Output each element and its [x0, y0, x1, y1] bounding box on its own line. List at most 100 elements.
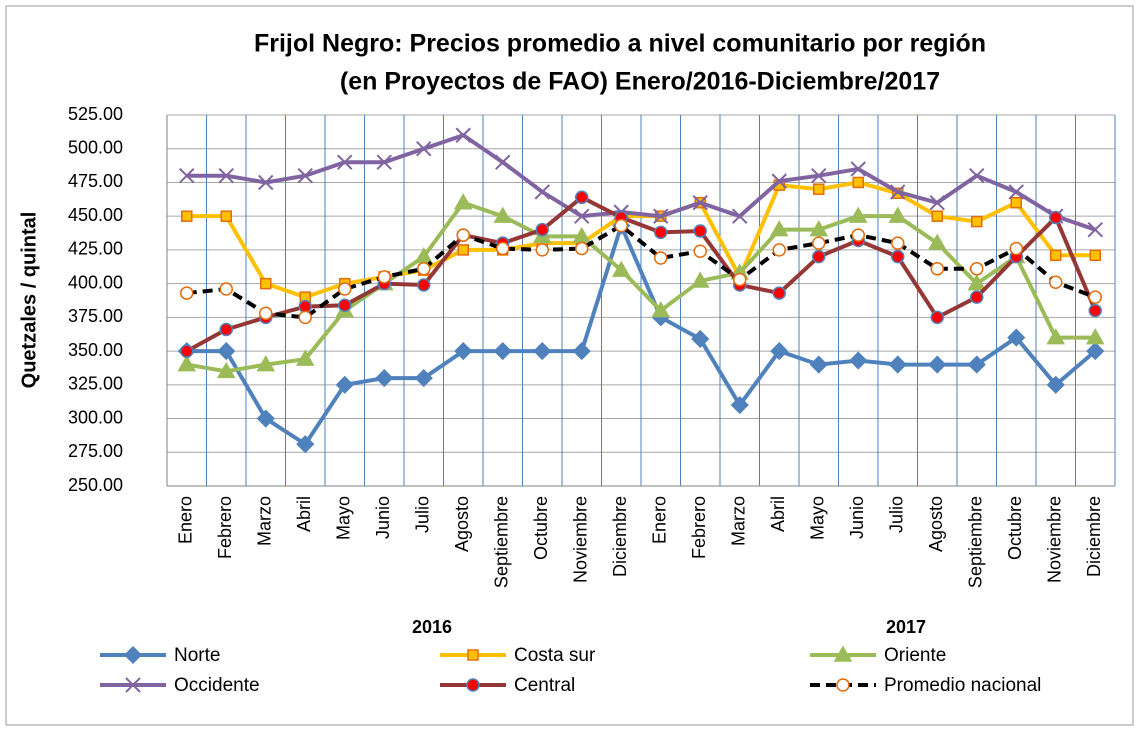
marker: [180, 286, 194, 300]
marker: [809, 220, 829, 237]
y-tick-label: 400.00: [68, 272, 123, 292]
x-tick-label: Abril: [768, 496, 788, 532]
legend-label: Occidente: [174, 675, 260, 696]
marker: [1009, 241, 1023, 256]
marker: [572, 342, 591, 361]
x-tick-label: Diciembre: [610, 496, 630, 577]
marker: [296, 435, 315, 454]
marker: [970, 262, 984, 276]
group-label: 2016: [412, 617, 452, 637]
marker: [852, 176, 864, 189]
marker: [256, 409, 275, 428]
marker: [534, 184, 550, 200]
x-tick-label: Mayo: [808, 496, 828, 540]
marker: [691, 329, 710, 349]
marker: [930, 262, 944, 276]
marker: [693, 224, 707, 238]
chart-title: Frijol Negro: Precios promedio a nivel c…: [254, 30, 986, 58]
marker: [771, 173, 787, 189]
marker: [611, 260, 631, 277]
marker: [375, 369, 394, 388]
marker: [969, 168, 985, 184]
marker: [575, 190, 589, 205]
group-label: 2017: [886, 617, 926, 637]
marker: [297, 168, 313, 184]
x-tick-label: Abril: [294, 496, 314, 532]
marker: [414, 369, 433, 388]
x-tick-label: Marzo: [255, 496, 275, 546]
marker: [967, 355, 986, 374]
legend-item: Promedio nacional: [810, 675, 1041, 696]
marker: [849, 351, 868, 370]
marker: [614, 218, 628, 233]
series-line: [186, 133, 1096, 232]
marker: [928, 355, 947, 374]
marker: [453, 193, 473, 210]
marker: [770, 342, 789, 361]
x-tick-label: Diciembre: [1084, 496, 1104, 577]
y-tick-label: 350.00: [68, 340, 123, 360]
marker: [850, 161, 866, 177]
marker: [730, 395, 749, 415]
marker: [1010, 196, 1022, 209]
y-tick-label: 425.00: [68, 239, 123, 259]
legend-item: Occidente: [100, 675, 260, 696]
marker: [1088, 303, 1102, 318]
marker: [495, 154, 511, 170]
legend-item: Norte: [100, 645, 220, 666]
x-tick-label: Junio: [373, 496, 393, 539]
marker: [931, 210, 943, 222]
marker: [457, 244, 469, 256]
x-tick-label: Febrero: [215, 496, 235, 559]
marker: [888, 206, 908, 223]
marker: [1089, 249, 1101, 262]
x-tick-label: Julio: [887, 496, 907, 533]
marker: [888, 355, 907, 374]
x-tick-label: Noviembre: [1045, 496, 1065, 583]
marker: [654, 251, 668, 265]
y-tick-label: 450.00: [68, 205, 123, 225]
marker: [467, 649, 479, 661]
x-tick-label: Agosto: [926, 496, 946, 552]
marker: [692, 194, 708, 211]
x-tick-label: Septiembre: [492, 496, 512, 588]
marker: [653, 208, 669, 224]
marker: [535, 243, 549, 257]
x-tick-label: Noviembre: [571, 496, 591, 583]
marker: [813, 183, 825, 195]
marker: [1008, 184, 1024, 200]
marker: [181, 210, 193, 222]
legend-label: Oriente: [884, 645, 946, 666]
marker: [337, 154, 353, 170]
marker: [890, 184, 906, 200]
marker: [338, 282, 352, 296]
x-tick-label: Febrero: [689, 496, 709, 559]
marker: [535, 222, 549, 237]
marker: [1007, 328, 1026, 347]
marker: [851, 228, 865, 242]
marker: [335, 375, 354, 394]
marker: [220, 210, 232, 222]
marker: [575, 241, 589, 256]
legend-label: Norte: [174, 645, 220, 666]
marker: [456, 228, 470, 242]
marker: [219, 282, 233, 296]
marker: [219, 322, 233, 337]
marker: [574, 208, 590, 224]
y-tick-label: 325.00: [68, 374, 123, 394]
marker: [417, 278, 431, 292]
marker: [180, 344, 194, 358]
legend-item: Costa sur: [440, 645, 596, 666]
marker: [1046, 328, 1066, 345]
legend-label: Promedio nacional: [884, 675, 1041, 696]
marker: [690, 271, 710, 288]
chart-title: (en Proyectos de FAO) Enero/2016-Diciemb…: [340, 68, 940, 96]
marker: [1046, 375, 1065, 394]
series-line: [186, 180, 1096, 300]
marker: [891, 249, 905, 264]
marker: [260, 277, 272, 290]
marker: [123, 645, 143, 665]
marker: [848, 206, 868, 223]
marker: [1050, 249, 1062, 262]
